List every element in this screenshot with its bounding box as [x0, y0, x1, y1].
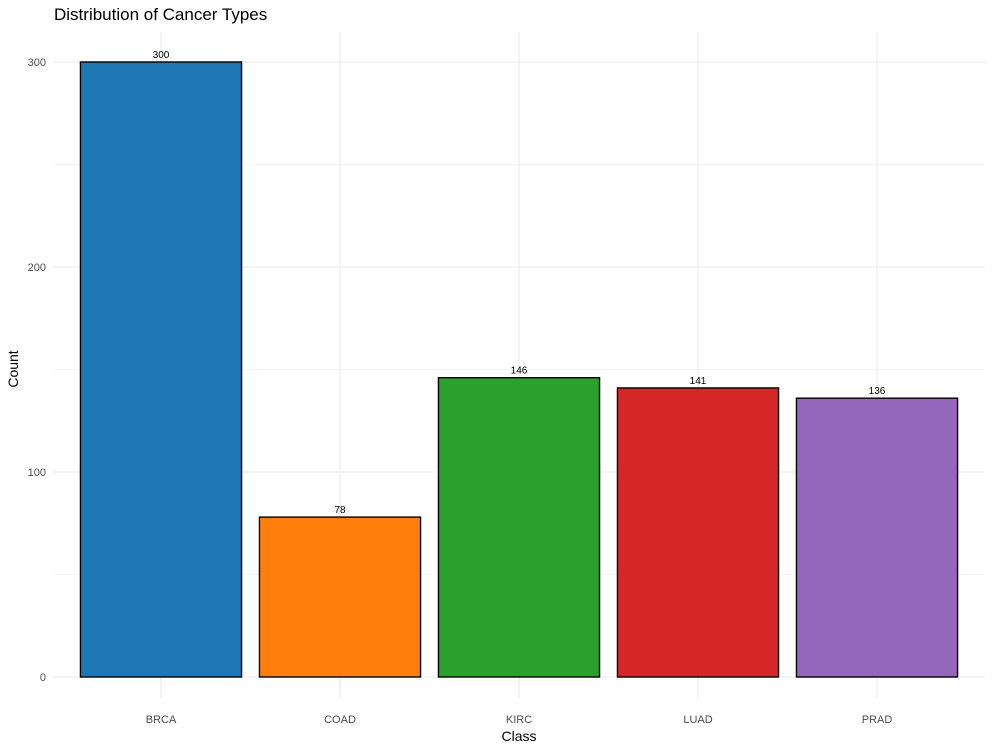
y-axis-ticks: 0 100 200 300 — [28, 57, 46, 684]
bar-luad — [616, 387, 780, 678]
data-label-kirc: 146 — [511, 366, 528, 377]
data-label-brca: 300 — [153, 50, 170, 61]
y-tick-label: 100 — [28, 467, 46, 479]
x-axis-ticks: BRCA COAD KIRC LUAD PRAD — [146, 714, 893, 726]
x-axis-title: Class — [501, 728, 536, 744]
bar-prad — [795, 397, 959, 678]
data-label-luad: 141 — [690, 376, 707, 387]
x-tick-label-prad: PRAD — [862, 714, 893, 726]
data-label-prad: 136 — [869, 386, 886, 397]
data-labels: 300 78 146 141 136 — [153, 50, 886, 516]
y-tick-label: 0 — [40, 672, 46, 684]
bar-kirc — [437, 377, 601, 678]
bar-coad — [258, 516, 422, 678]
chart-title: Distribution of Cancer Types — [54, 5, 267, 24]
x-tick-label-coad: COAD — [324, 714, 356, 726]
x-tick-label-luad: LUAD — [683, 714, 712, 726]
x-tick-label-brca: BRCA — [146, 714, 177, 726]
y-tick-label: 300 — [28, 57, 46, 69]
bar-brca — [79, 61, 243, 678]
x-tick-label-kirc: KIRC — [506, 714, 532, 726]
y-axis-title: Count — [5, 350, 21, 387]
data-label-coad: 78 — [334, 505, 346, 516]
y-tick-label: 200 — [28, 262, 46, 274]
bars — [79, 61, 959, 678]
